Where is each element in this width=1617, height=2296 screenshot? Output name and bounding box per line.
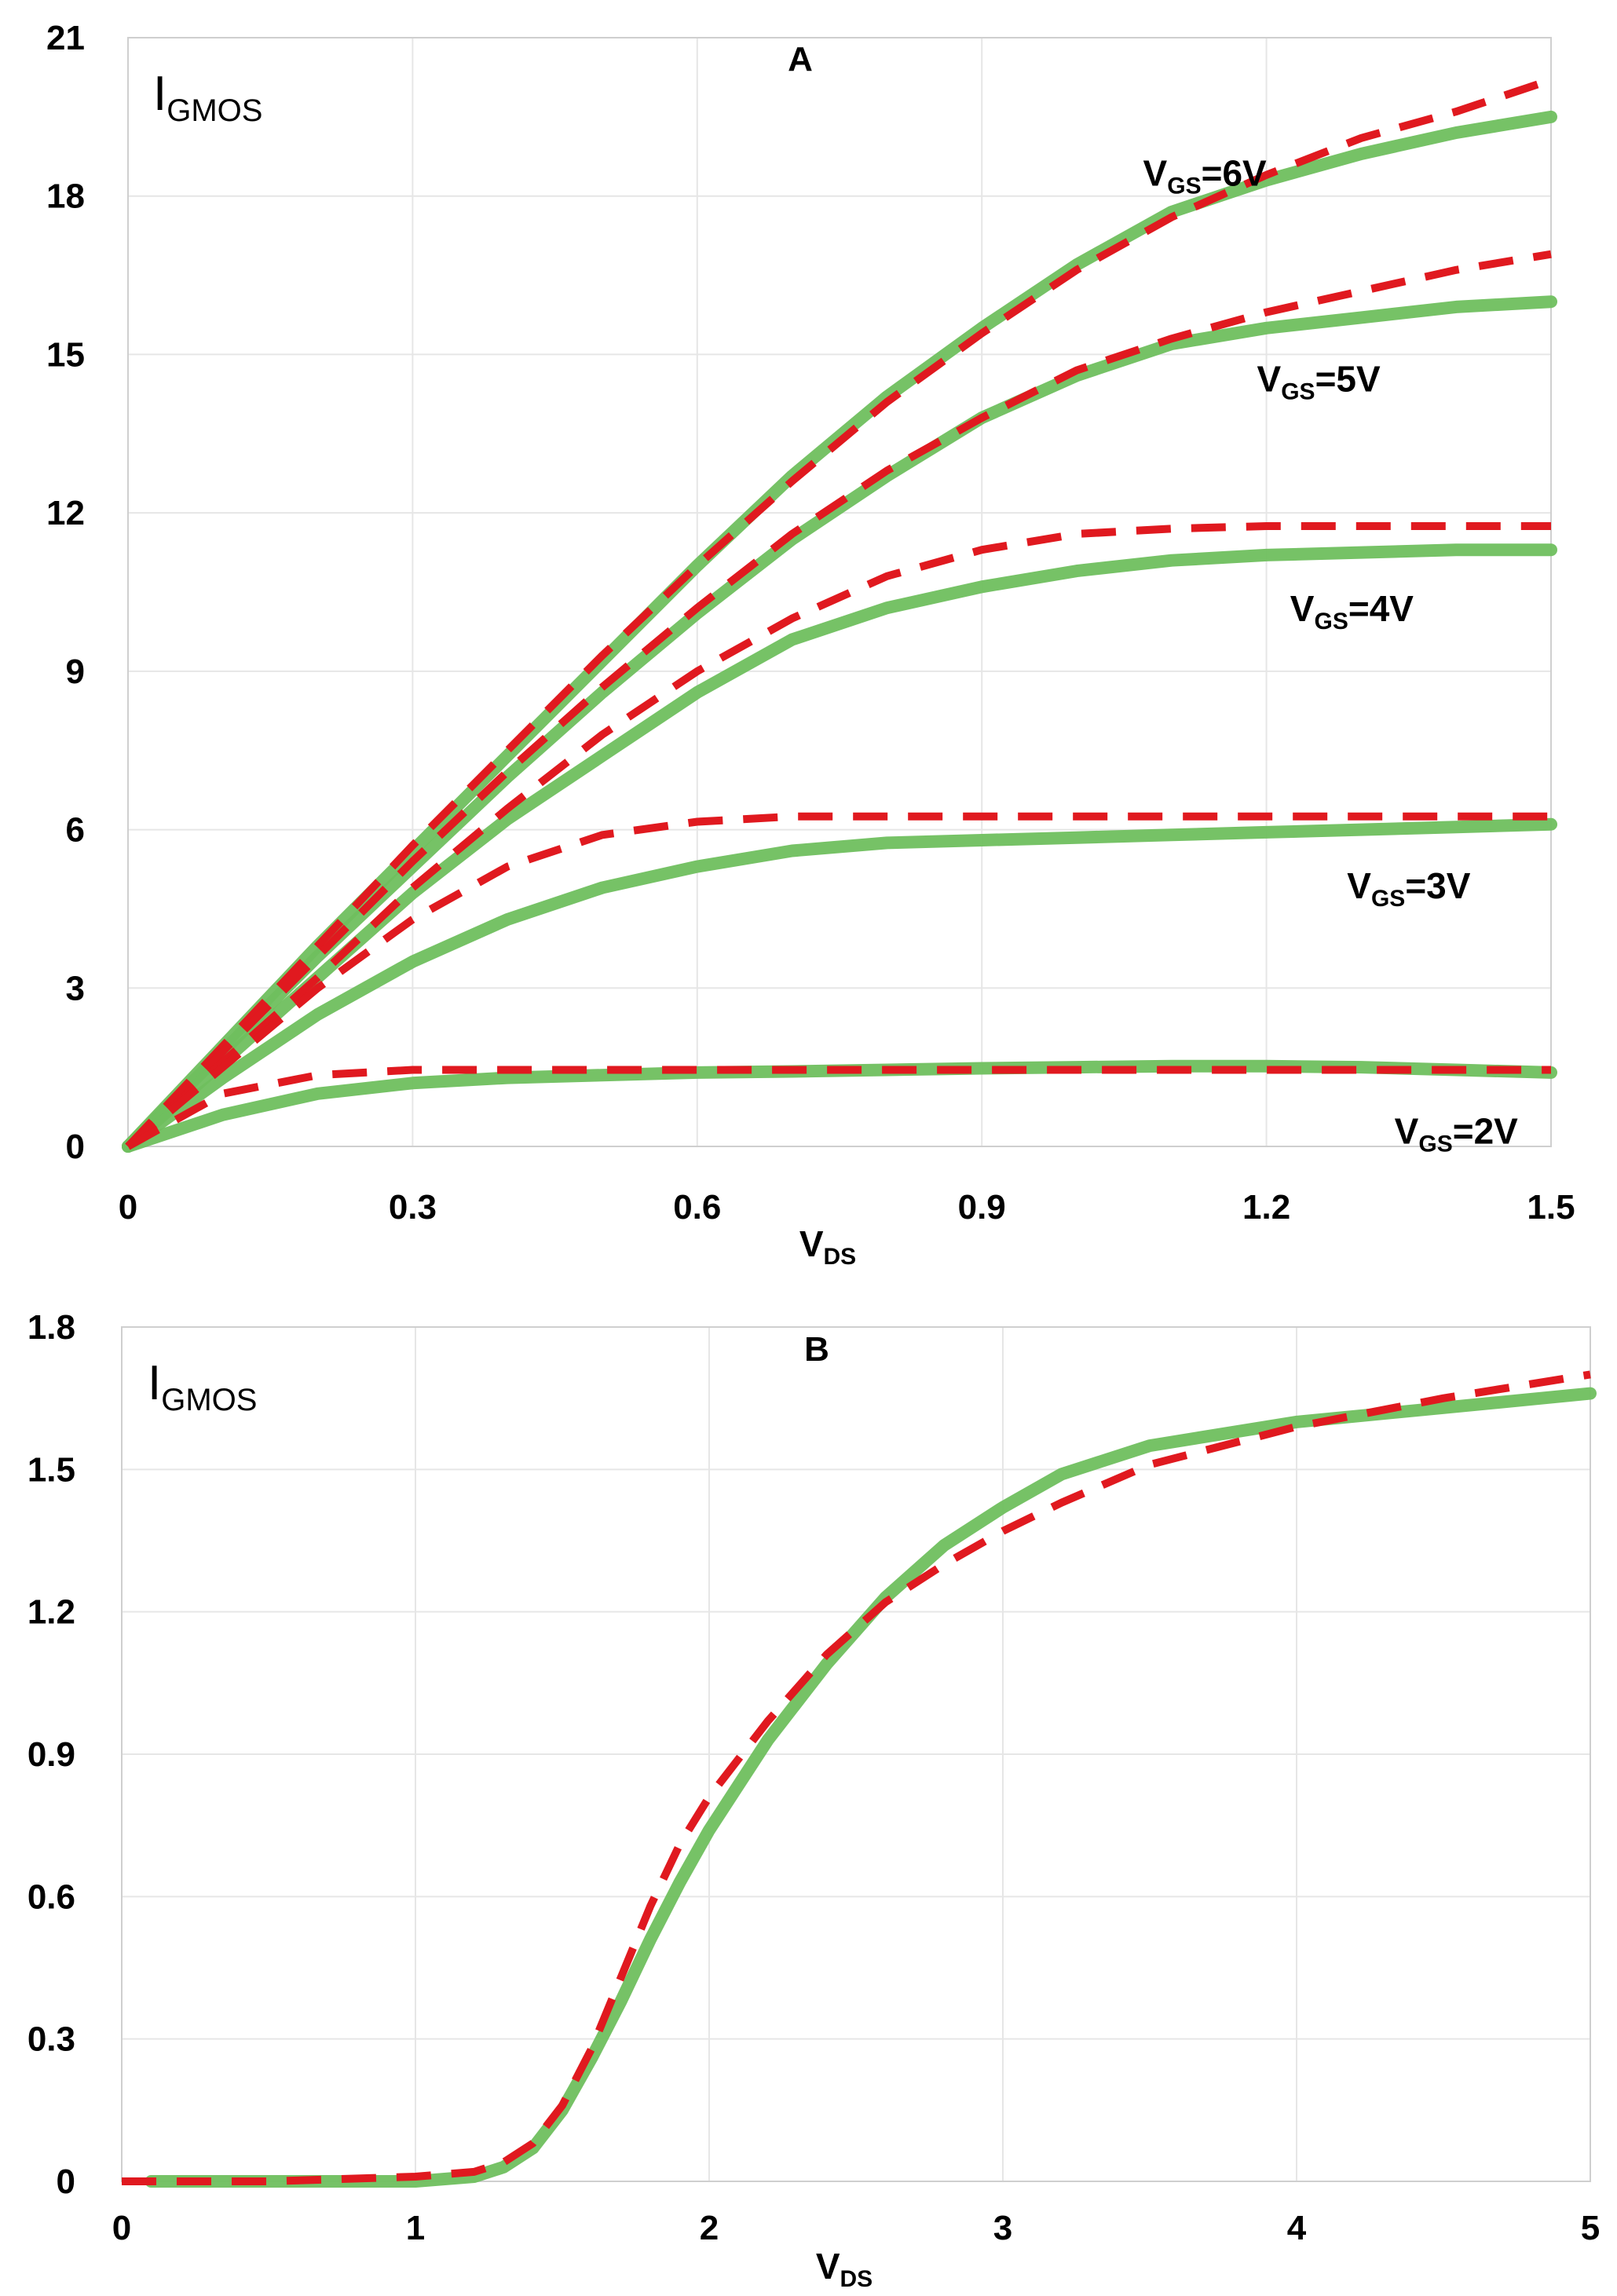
panel-a-y-tick-label: 21 [46, 19, 85, 57]
panel-a-annotations: VGS=6V VGS=5V VGS=4V VGS=3V VGS=2V [1143, 152, 1519, 1157]
panel-a-series-vgs-4v-model [125, 522, 1551, 1150]
panel-a-x-tick-label: 0.3 [389, 1188, 437, 1227]
panel-a-series-vgs-3v-model [125, 812, 1551, 1150]
panel-a-ylabel-sub: GMOS [166, 93, 262, 128]
panel-a-y-tick-label: 6 [66, 811, 85, 850]
panel-a-series-vgs-2v-simulation [122, 1059, 1557, 1153]
panel-b-x-tick-label: 4 [1287, 2209, 1307, 2247]
panel-a-x-tick-label: 0.9 [958, 1188, 1006, 1227]
panel-a-gridlines [127, 37, 1552, 1147]
panel-b-x-axis-label: VDS [816, 2246, 873, 2292]
panel-a-series-vgs-3v-simulation [122, 817, 1557, 1153]
panel-b-x-tick-label: 5 [1581, 2209, 1600, 2247]
panel-a-x-tick-label: 1.2 [1242, 1188, 1290, 1227]
panel-b-y-tick-label: 0.3 [27, 2020, 75, 2059]
panel-a-y-tick-label: 12 [46, 494, 85, 532]
panel-b-y-axis-label: IGMOS [148, 1356, 257, 1417]
panel-b-xlabel-main: V [816, 2246, 840, 2287]
panel-a-y-tick-label: 0 [66, 1128, 85, 1166]
panel-b-series-model [122, 1370, 1591, 2185]
panel-b-series [122, 1370, 1597, 2188]
panel-b-ticks: 0 1 2 3 4 5 0 0.3 0.6 0.9 1.2 1.5 1.8 [27, 1308, 1600, 2247]
panel-a-annotation-vgs-label: VGS=4V [1290, 588, 1414, 634]
panel-a-y-tick-label: 18 [46, 177, 85, 216]
panel-b-plot-frame [121, 1326, 1591, 2182]
panel-a-annotation-vgs-label: VGS=3V [1347, 865, 1470, 912]
panel-a-y-tick-label: 9 [66, 653, 85, 691]
panel-b-gridlines [121, 1326, 1591, 2182]
panel-a-x-tick-label: 0.6 [673, 1188, 721, 1227]
panel-b-y-tick-label: 0 [57, 2163, 75, 2201]
panel-a-ylabel-main: I [153, 67, 166, 121]
panel-b-x-tick-label: 0 [112, 2209, 131, 2247]
panel-a-series [122, 76, 1557, 1153]
panel-a-series-vgs-4v-simulation [122, 543, 1557, 1153]
panel-a-y-axis-label: IGMOS [153, 67, 262, 128]
panel-b-xlabel-sub: DS [840, 2266, 873, 2292]
panel-b-y-tick-label: 0.9 [27, 1735, 75, 1774]
panel-a-annotation-vgs-label: VGS=2V [1395, 1111, 1518, 1157]
panel-a-ticks: 0 0.3 0.6 0.9 1.2 1.5 0 3 6 9 12 15 18 21 [46, 19, 1575, 1227]
chart-panel-a: 0 0.3 0.6 0.9 1.2 1.5 0 3 6 9 12 15 18 21 A IGMOS VDS… [46, 19, 1575, 1270]
panel-a-series-vgs-5v-model [125, 250, 1552, 1150]
panel-a-xlabel-main: V [799, 1223, 824, 1264]
panel-a-title: A [788, 40, 813, 79]
panel-a-x-tick-label: 0 [119, 1188, 137, 1227]
panel-a-series-vgs-2v-model [126, 1066, 1551, 1150]
panel-b-series-simulation [145, 1387, 1597, 2188]
panel-a-xlabel-sub: DS [824, 1244, 857, 1270]
panel-b-ylabel-sub: GMOS [161, 1383, 257, 1417]
panel-b-y-tick-label: 1.5 [27, 1450, 75, 1489]
panel-b-x-tick-label: 1 [406, 2209, 425, 2247]
panel-a-x-axis-label: VDS [799, 1223, 856, 1270]
panel-b-x-tick-label: 2 [700, 2209, 719, 2247]
panel-b-y-tick-label: 1.8 [27, 1308, 75, 1347]
panel-a-annotation-vgs-label: VGS=6V [1143, 152, 1267, 199]
panel-a-annotation-vgs-label: VGS=5V [1257, 358, 1381, 404]
panel-b-y-tick-label: 0.6 [27, 1877, 75, 1916]
panel-a-series-vgs-6v-model [125, 76, 1553, 1150]
panel-b-x-tick-label: 3 [993, 2209, 1012, 2247]
panel-a-y-tick-label: 3 [66, 969, 85, 1007]
panel-b-ylabel-main: I [148, 1356, 161, 1410]
panel-b-y-tick-label: 1.2 [27, 1593, 75, 1632]
panel-a-plot-frame [127, 37, 1552, 1147]
panel-a-y-tick-label: 15 [46, 335, 85, 374]
chart-panel-b: 0 1 2 3 4 5 0 0.3 0.6 0.9 1.2 1.5 1.8 B IGMOS VDS [27, 1308, 1600, 2292]
panel-b-title: B [804, 1330, 829, 1369]
panel-a-x-tick-label: 1.5 [1527, 1188, 1575, 1227]
